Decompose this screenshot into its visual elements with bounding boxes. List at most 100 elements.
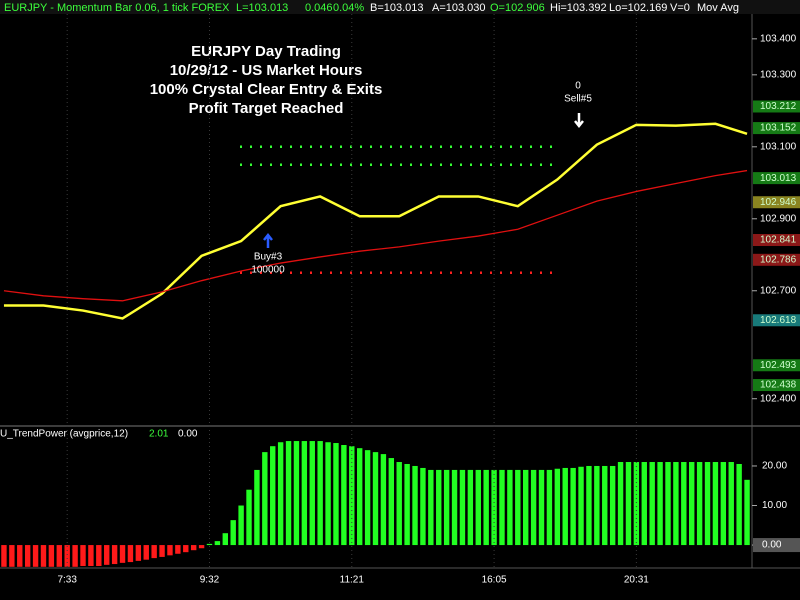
y-tick-label: 102.700 <box>760 285 797 296</box>
price-box-label: 102.841 <box>760 235 797 246</box>
histogram-bar <box>515 469 521 546</box>
histogram-bar <box>538 469 545 546</box>
indicator-value: 0.00 <box>178 429 198 440</box>
last: L=103.013 <box>236 2 288 14</box>
histogram-bar <box>665 462 671 546</box>
price-box-label: 102.438 <box>760 380 797 391</box>
histogram-bar <box>183 545 189 553</box>
histogram-bar <box>333 443 339 546</box>
histogram-bar <box>633 462 640 546</box>
price-box-label: 103.013 <box>760 173 797 184</box>
chart-title: 100% Crystal Clear Entry & Exits <box>150 81 383 98</box>
histogram-bar <box>443 469 450 546</box>
symbol: EURJPY - Momentum Bar 0.06, 1 tick FOREX <box>4 2 230 14</box>
histogram-bar <box>388 458 395 546</box>
histogram-bar <box>546 469 553 546</box>
low: Lo=102.169 <box>609 2 667 14</box>
histogram-bar <box>483 469 489 546</box>
histogram-bar <box>372 452 379 546</box>
y-tick-label: 20.00 <box>762 461 787 472</box>
histogram-bar <box>744 479 750 546</box>
histogram-bar <box>317 441 323 546</box>
y-tick-label: 102.900 <box>760 213 797 224</box>
histogram-bar <box>301 441 308 546</box>
price-box <box>753 100 800 113</box>
histogram-bar <box>396 462 402 546</box>
histogram-bar <box>467 469 474 546</box>
histogram-bar <box>562 467 568 546</box>
histogram-bar <box>285 441 292 546</box>
study: Mov Avg <box>697 2 739 14</box>
histogram-bar <box>641 462 647 546</box>
histogram-bar <box>704 462 711 546</box>
x-tick-label: 7:33 <box>57 575 77 586</box>
histogram-bar <box>696 462 703 546</box>
ma-line <box>3 122 748 320</box>
x-tick-label: 16:05 <box>482 575 507 586</box>
histogram-bar <box>309 441 315 546</box>
histogram-bar <box>356 448 363 546</box>
histogram-bar <box>206 543 213 546</box>
open: O=102.906 <box>490 2 545 14</box>
histogram-bar <box>720 462 727 546</box>
change: 0.046 <box>305 2 333 14</box>
histogram-bar <box>262 452 268 546</box>
histogram-bar <box>673 462 679 546</box>
histogram-bar <box>594 465 600 546</box>
chart-title: EURJPY Day Trading <box>191 43 341 60</box>
histogram-bar <box>649 462 655 546</box>
histogram-bar <box>420 467 426 546</box>
histogram-bar <box>689 462 695 546</box>
histogram-bar <box>293 441 300 546</box>
annotation: 100000 <box>251 265 285 276</box>
bid: B=103.013 <box>370 2 424 14</box>
histogram-bar <box>681 462 687 546</box>
histogram-bar <box>428 469 434 546</box>
histogram-bar <box>72 545 78 567</box>
histogram-bar <box>586 465 592 546</box>
histogram-bar <box>270 446 276 546</box>
histogram-bar <box>56 545 62 567</box>
histogram-bar <box>127 545 134 563</box>
histogram-bar <box>64 545 70 567</box>
price-box-label: 102.786 <box>760 254 797 265</box>
histogram-bar <box>277 442 284 546</box>
histogram-bar <box>578 466 584 546</box>
histogram-bar <box>364 450 371 546</box>
histogram-bar <box>175 545 181 554</box>
ma-line <box>3 169 748 302</box>
x-tick-label: 20:31 <box>624 575 649 586</box>
histogram-bar <box>554 468 561 546</box>
buy-arrow <box>263 232 273 248</box>
y-tick-label: 10.00 <box>762 500 787 511</box>
price-box <box>753 314 800 327</box>
price-box-label: 102.618 <box>760 315 797 326</box>
histogram-bar <box>507 469 513 546</box>
histogram-bar <box>475 469 481 546</box>
histogram-bar <box>602 465 608 546</box>
histogram-bar <box>119 545 126 563</box>
x-tick-label: 11:21 <box>340 575 365 586</box>
histogram-bar <box>254 469 260 546</box>
histogram-bar <box>349 446 355 546</box>
histogram-bar <box>712 462 719 546</box>
histogram-bar <box>404 463 410 546</box>
histogram-bar <box>32 545 39 567</box>
histogram-bar <box>198 545 205 549</box>
histogram-bar <box>1 545 7 567</box>
price-box <box>753 253 800 266</box>
histogram-bar <box>246 489 252 546</box>
histogram-bar <box>222 533 228 546</box>
histogram-bar <box>499 469 505 546</box>
histogram-bar <box>104 545 110 565</box>
histogram-bar <box>88 545 94 567</box>
histogram-bar <box>570 467 576 546</box>
annotation: Sell#5 <box>564 94 592 105</box>
price-box-label: 102.493 <box>760 360 797 371</box>
histogram-bar <box>325 442 331 546</box>
histogram-bar <box>459 469 466 546</box>
price-box <box>753 196 800 209</box>
header-bar <box>0 0 800 14</box>
histogram-bar <box>530 469 537 546</box>
histogram-bar <box>451 469 458 546</box>
